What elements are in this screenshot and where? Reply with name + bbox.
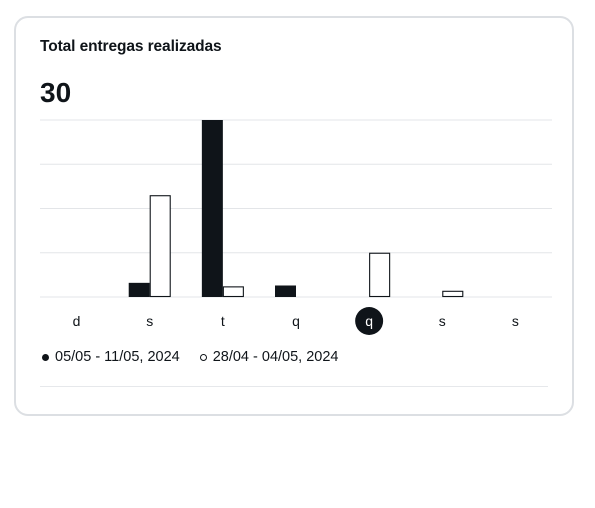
x-tick-label: s bbox=[512, 313, 519, 329]
legend-label-previous: 28/04 - 04/05, 2024 bbox=[212, 349, 339, 365]
x-tick-label: q bbox=[292, 313, 300, 329]
legend-item-current[interactable]: 05/05 - 11/05, 2024 bbox=[42, 349, 180, 365]
card-title: Total entregas realizadas bbox=[40, 38, 222, 55]
deliveries-card: Total entregas realizadas 30 d s t q q s s 05/… bbox=[14, 16, 574, 416]
divider bbox=[40, 386, 548, 387]
bar-current bbox=[128, 282, 150, 297]
bar-previous bbox=[149, 195, 171, 298]
bar-previous bbox=[369, 252, 391, 298]
x-tick-label: t bbox=[221, 313, 225, 329]
chart-legend: 05/05 - 11/05, 2024 28/04 - 04/05, 2024 bbox=[42, 349, 338, 365]
bar-current bbox=[201, 120, 223, 297]
bar-previous bbox=[442, 290, 464, 298]
hollow-dot-icon bbox=[199, 353, 207, 361]
x-tick-label: d bbox=[73, 313, 81, 329]
bar-previous bbox=[222, 286, 244, 298]
x-tick-label: q bbox=[365, 313, 373, 329]
bar-current bbox=[275, 285, 296, 297]
x-tick-label: s bbox=[146, 313, 153, 329]
legend-item-previous[interactable]: 28/04 - 04/05, 2024 bbox=[199, 349, 339, 365]
legend-label-current: 05/05 - 11/05, 2024 bbox=[55, 349, 180, 365]
total-value: 30 bbox=[40, 77, 72, 108]
highlight-circle bbox=[355, 307, 384, 335]
filled-dot-icon bbox=[42, 353, 49, 361]
x-tick-label: s bbox=[439, 313, 446, 329]
